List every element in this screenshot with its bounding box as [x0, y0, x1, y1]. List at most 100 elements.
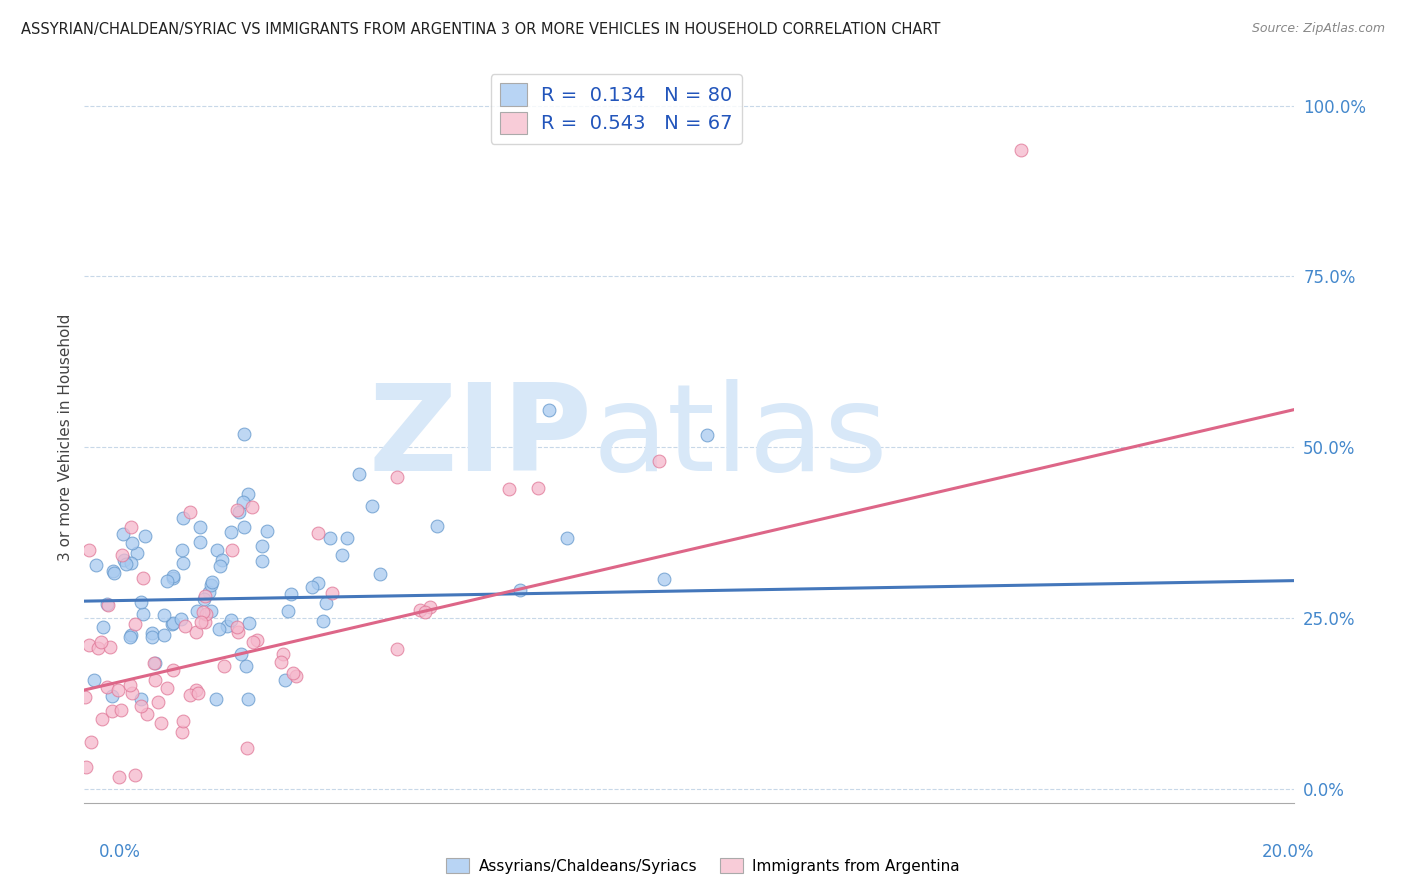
Point [87, 640, 110, 655]
Point [1011, 143, 1033, 157]
Point [98, 640, 121, 655]
Point [238, 692, 260, 706]
Point [221, 543, 243, 558]
Point [538, 402, 561, 417]
Point [103, 566, 125, 580]
Point [190, 520, 212, 534]
Point [179, 505, 201, 519]
Point [194, 607, 217, 621]
Point [162, 569, 184, 583]
Point [419, 600, 441, 615]
Point [96, 597, 118, 611]
Point [336, 531, 359, 545]
Point [232, 495, 254, 509]
Point [226, 625, 249, 640]
Point [160, 616, 183, 631]
Point [135, 706, 157, 721]
Point [146, 696, 169, 710]
Point [170, 612, 193, 626]
Point [193, 591, 215, 606]
Point [75, 760, 97, 774]
Point [232, 427, 254, 442]
Point [170, 543, 193, 558]
Point [156, 574, 179, 588]
Point [270, 655, 292, 669]
Point [134, 529, 156, 543]
Point [301, 580, 323, 594]
Point [187, 686, 209, 700]
Point [696, 428, 718, 442]
Point [96, 680, 118, 694]
Point [250, 539, 273, 553]
Point [110, 702, 132, 716]
Point [129, 692, 152, 706]
Point [179, 688, 201, 702]
Point [97, 599, 120, 613]
Point [200, 604, 222, 618]
Point [197, 585, 219, 599]
Point [75, 690, 97, 704]
Point [191, 605, 214, 619]
Point [110, 548, 132, 562]
Point [208, 622, 231, 636]
Point [648, 454, 671, 468]
Point [153, 608, 176, 623]
Point [273, 647, 295, 661]
Point [347, 467, 370, 481]
Legend: R =  0.134   N = 80, R =  0.543   N = 67: R = 0.134 N = 80, R = 0.543 N = 67 [491, 74, 742, 144]
Point [86, 558, 108, 572]
Point [184, 682, 207, 697]
Point [186, 604, 208, 618]
Point [108, 770, 131, 784]
Point [162, 663, 184, 677]
Point [201, 574, 224, 589]
Point [332, 548, 354, 562]
Y-axis label: 3 or more Vehicles in Household: 3 or more Vehicles in Household [58, 313, 73, 561]
Point [226, 620, 249, 634]
Point [190, 615, 212, 630]
Point [252, 554, 274, 568]
Text: 20.0%: 20.0% [1263, 843, 1315, 861]
Point [319, 531, 342, 545]
Point [112, 552, 135, 566]
Point [307, 575, 329, 590]
Point [120, 556, 142, 570]
Text: 0.0%: 0.0% [98, 843, 141, 861]
Point [125, 546, 148, 560]
Point [77, 543, 100, 558]
Point [121, 536, 143, 550]
Point [83, 673, 105, 687]
Point [152, 628, 174, 642]
Point [498, 482, 520, 496]
Text: ZIP: ZIP [368, 378, 592, 496]
Point [100, 690, 122, 704]
Point [188, 534, 211, 549]
Point [274, 673, 297, 688]
Point [172, 511, 194, 525]
Point [90, 634, 112, 648]
Point [145, 656, 167, 670]
Point [652, 572, 675, 586]
Point [205, 692, 228, 706]
Point [141, 630, 163, 644]
Point [211, 553, 233, 567]
Point [200, 578, 222, 592]
Point [368, 566, 391, 581]
Point [284, 669, 307, 683]
Point [242, 635, 264, 649]
Point [162, 571, 184, 585]
Point [426, 519, 449, 533]
Point [229, 647, 252, 661]
Point [280, 587, 302, 601]
Point [555, 531, 578, 545]
Point [194, 615, 217, 630]
Point [121, 686, 143, 700]
Point [527, 481, 550, 495]
Point [238, 616, 260, 631]
Point [219, 614, 242, 628]
Point [101, 564, 124, 578]
Point [132, 607, 155, 621]
Point [385, 642, 408, 657]
Point [162, 615, 184, 630]
Point [115, 557, 138, 571]
